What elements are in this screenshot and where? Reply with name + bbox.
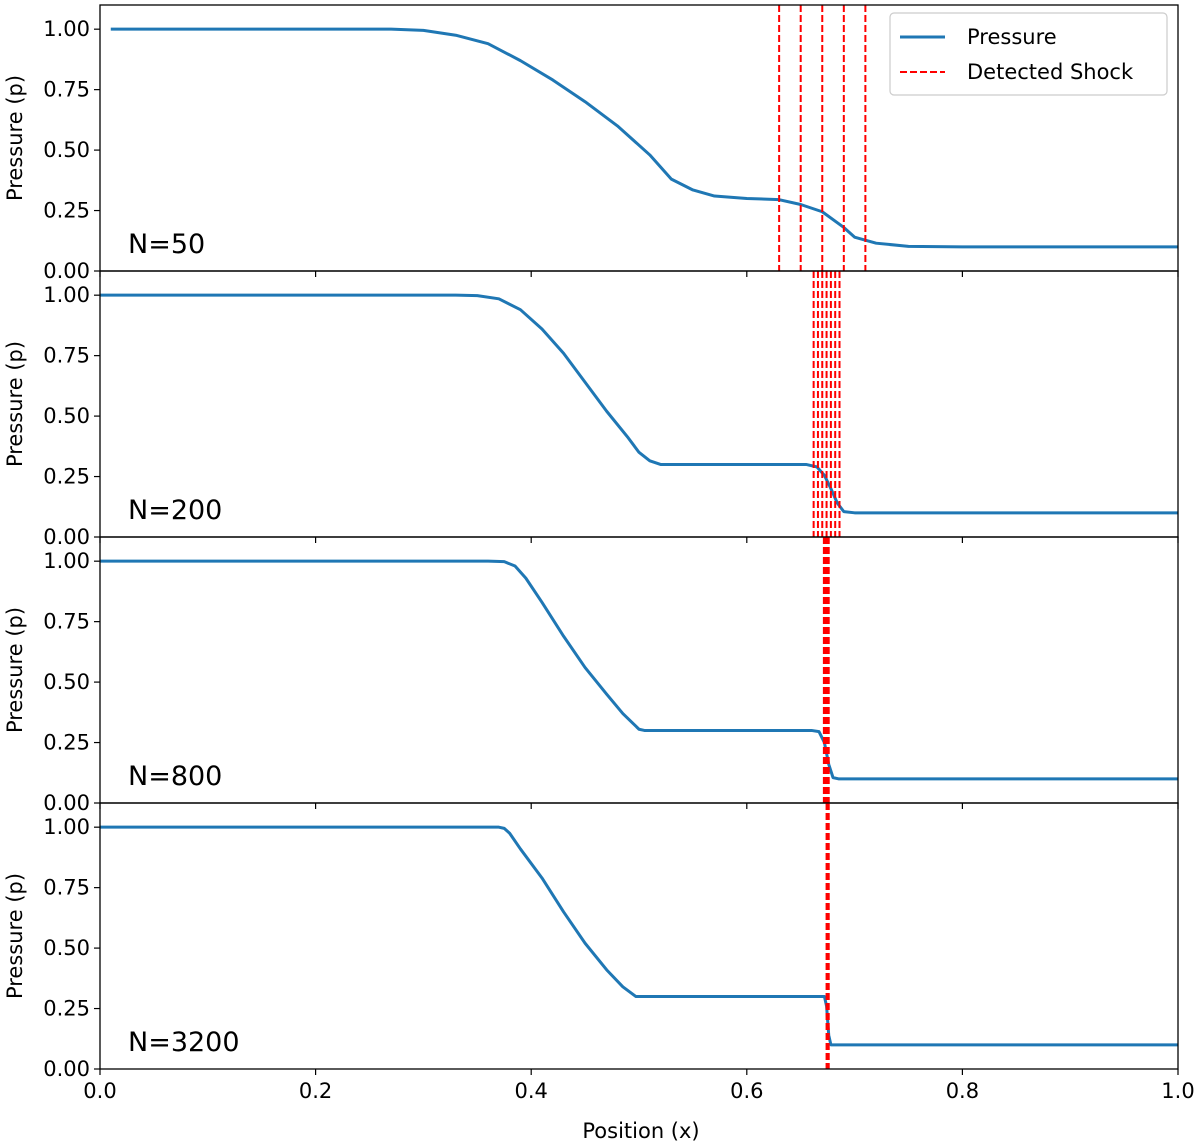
y-tick-label: 0.00	[43, 791, 90, 815]
panel-0: 0.00 0.25 0.50 0.75 1.00 Pressure (p) N=50	[3, 4, 1179, 283]
panel-2: 0.00 0.25 0.50 0.75 1.00 Pressure (p) N=800	[3, 536, 1179, 815]
y-axis-title: Pressure (p)	[3, 75, 27, 201]
y-tick-label: 0.50	[43, 404, 90, 428]
y-axis-title: Pressure (p)	[3, 607, 27, 733]
x-tick-label: 0.2	[299, 1079, 332, 1103]
y-tick-label: 0.50	[43, 936, 90, 960]
x-tick-label: 0.8	[946, 1079, 979, 1103]
y-tick-label: 0.25	[43, 997, 90, 1021]
legend-box	[889, 12, 1168, 96]
x-tick-label: 0.6	[730, 1079, 763, 1103]
legend-label: Pressure	[967, 25, 1057, 49]
x-axis-title: Position (x)	[582, 1119, 699, 1143]
x-tick-label: 0.0	[83, 1079, 116, 1103]
panel-label: N=3200	[128, 1027, 240, 1058]
y-tick-label: 1.00	[43, 17, 90, 41]
y-tick-label: 0.75	[43, 610, 90, 634]
y-tick-label: 0.00	[43, 525, 90, 549]
panel-frame	[99, 802, 1179, 1070]
pressure-line	[100, 293, 1178, 515]
y-axis-title: Pressure (p)	[3, 873, 27, 999]
y-tick-label: 0.50	[43, 138, 90, 162]
panel-label: N=800	[128, 761, 222, 792]
pressure-line	[110, 27, 1178, 249]
pressure-line	[100, 825, 1178, 1047]
legend-label: Detected Shock	[967, 60, 1134, 84]
y-tick-label: 0.75	[43, 78, 90, 102]
y-tick-label: 0.75	[43, 876, 90, 900]
panel-3: 0.00 0.25 0.50 0.75 1.00 Pressure (p) N=3200	[3, 802, 1179, 1081]
y-tick-label: 0.50	[43, 670, 90, 694]
x-tick-label: 1.0	[1161, 1079, 1194, 1103]
panel-1: 0.00 0.25 0.50 0.75 1.00 Pressure (p) N=200	[3, 270, 1179, 549]
y-tick-label: 0.00	[43, 1057, 90, 1081]
legend: Pressure Detected Shock	[889, 12, 1168, 96]
x-axis: 0.0 0.2 0.4 0.6 0.8 1.0	[83, 1079, 1194, 1103]
panel-frame	[99, 270, 1179, 538]
y-tick-label: 0.25	[43, 731, 90, 755]
y-tick-label: 1.00	[43, 549, 90, 573]
y-tick-label: 0.25	[43, 199, 90, 223]
y-tick-label: 0.75	[43, 344, 90, 368]
y-tick-label: 1.00	[43, 283, 90, 307]
panel-frame	[99, 536, 1179, 804]
y-tick-label: 0.00	[43, 259, 90, 283]
x-tick-label: 0.4	[514, 1079, 547, 1103]
y-tick-label: 1.00	[43, 815, 90, 839]
panel-label: N=50	[128, 229, 205, 260]
pressure-line	[100, 559, 1178, 781]
y-axis-title: Pressure (p)	[3, 341, 27, 467]
y-tick-label: 0.25	[43, 465, 90, 489]
panel-label: N=200	[128, 495, 222, 526]
